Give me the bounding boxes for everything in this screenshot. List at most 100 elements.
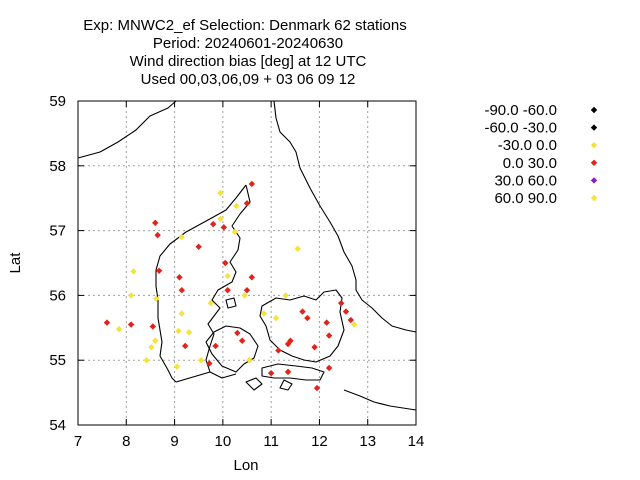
station-marker — [149, 323, 157, 330]
station-marker — [181, 342, 189, 350]
station-marker — [197, 357, 205, 364]
station-marker — [212, 342, 219, 350]
station-marker — [153, 295, 160, 302]
station-marker — [272, 314, 280, 322]
title-line-4: Used 00,03,06,09 + 03 06 09 12 — [141, 71, 356, 88]
station-marker — [231, 228, 239, 236]
legend-marker — [590, 177, 598, 184]
legend-label: -30.0 0.0 — [498, 137, 557, 154]
chart-title: Exp: MNWC2_ef Selection: Denmark 62 stat… — [83, 17, 406, 88]
station-marker — [115, 325, 123, 333]
station-marker — [178, 287, 186, 294]
station-marker — [248, 274, 256, 281]
y-tick-label: 59 — [49, 93, 66, 110]
station-marker — [154, 231, 161, 239]
plot-frame — [77, 100, 417, 426]
station-marker — [260, 310, 268, 317]
legend-label: -90.0 -60.0 — [484, 102, 557, 119]
station-marker — [127, 321, 135, 328]
station-marker — [325, 332, 333, 339]
station-marker — [243, 200, 251, 207]
station-marker — [207, 299, 214, 307]
station-marker — [178, 233, 186, 241]
station-marker — [299, 308, 306, 315]
station-marker — [155, 267, 163, 274]
station-marker — [342, 308, 350, 315]
x-tick-label: 12 — [311, 433, 328, 450]
legend-marker — [590, 159, 598, 166]
legend: -90.0 -60.0-60.0 -30.0-30.0 0.00.0 30.03… — [484, 102, 598, 207]
y-tick-label: 58 — [49, 158, 66, 175]
title-line-2: Period: 20240601-20240630 — [153, 35, 343, 52]
x-tick-label: 8 — [122, 433, 130, 450]
station-marker — [323, 319, 330, 326]
station-marker — [195, 243, 202, 250]
station-marker — [267, 369, 275, 377]
station-marker — [337, 299, 345, 307]
axis-ticks: 7 8 9 10 11 12 13 14 54 55 56 57 58 59 — [49, 93, 424, 450]
station-marker — [313, 384, 321, 392]
station-marker — [282, 292, 289, 299]
x-tick-label: 9 — [170, 433, 178, 450]
station-marker — [325, 364, 333, 372]
station-marker — [222, 259, 229, 267]
station-marker — [206, 360, 213, 367]
station-marker — [304, 314, 311, 322]
y-tick-label: 54 — [49, 417, 66, 434]
station-marker — [246, 357, 253, 364]
station-marker — [224, 287, 231, 294]
x-tick-label: 7 — [74, 433, 82, 450]
station-marker — [175, 327, 182, 335]
y-tick-label: 56 — [49, 287, 66, 304]
x-axis-label: Lon — [233, 457, 258, 474]
station-marker — [233, 202, 240, 210]
station-marker — [176, 274, 183, 281]
station-marker — [275, 347, 282, 354]
legend-marker — [590, 194, 598, 202]
station-marker — [178, 310, 186, 317]
title-line-1: Exp: MNWC2_ef Selection: Denmark 62 stat… — [83, 17, 406, 34]
station-marker — [284, 368, 292, 376]
coastline — [77, 100, 417, 411]
station-markers — [103, 180, 358, 392]
station-marker — [143, 357, 150, 364]
station-marker — [217, 215, 224, 223]
legend-label: -60.0 -30.0 — [484, 120, 557, 137]
station-marker — [152, 219, 159, 227]
station-marker — [210, 220, 217, 228]
station-marker — [234, 329, 241, 337]
legend-marker — [590, 124, 598, 131]
y-axis-label: Lat — [7, 252, 24, 274]
title-line-3: Wind direction bias [deg] at 12 UTC — [130, 53, 367, 70]
station-marker — [148, 344, 155, 351]
station-marker — [287, 337, 294, 344]
x-tick-label: 13 — [359, 433, 376, 450]
station-marker — [103, 319, 111, 326]
station-marker — [152, 337, 159, 344]
station-marker — [173, 363, 181, 370]
grid-lines — [78, 101, 416, 425]
station-marker — [238, 337, 246, 344]
station-marker — [243, 287, 251, 294]
station-marker — [347, 316, 355, 324]
legend-label: 30.0 60.0 — [494, 172, 557, 189]
legend-label: 0.0 30.0 — [503, 155, 557, 172]
station-marker — [127, 292, 135, 299]
station-marker — [220, 224, 228, 231]
y-tick-label: 57 — [49, 223, 66, 240]
station-marker — [311, 344, 318, 351]
station-marker — [130, 268, 137, 275]
station-marker — [217, 189, 224, 197]
station-marker — [185, 329, 193, 336]
y-tick-label: 55 — [49, 352, 66, 369]
station-marker — [350, 321, 358, 328]
legend-marker — [590, 106, 598, 114]
x-tick-label: 11 — [263, 433, 279, 450]
station-marker — [248, 180, 256, 188]
station-marker — [224, 272, 231, 280]
x-tick-label: 14 — [408, 433, 425, 450]
station-marker — [294, 245, 301, 252]
legend-label: 60.0 90.0 — [494, 190, 557, 207]
station-marker — [241, 292, 248, 299]
